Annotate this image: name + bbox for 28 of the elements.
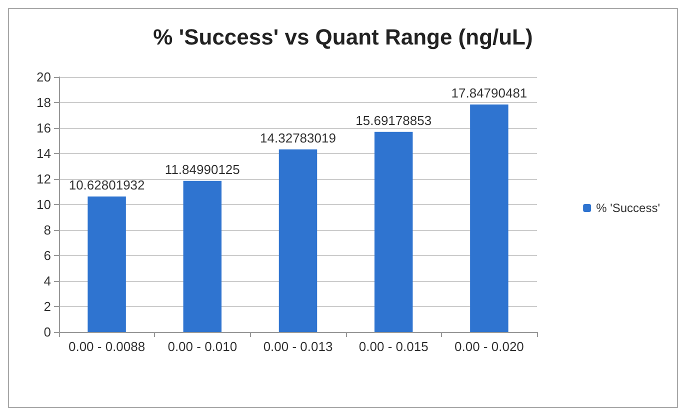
x-tick-label: 0.00 - 0.020 — [454, 339, 524, 354]
y-tick-label: 12 — [36, 172, 51, 186]
y-tick-label: 16 — [36, 120, 51, 136]
y-tick-label: 4 — [44, 274, 51, 288]
bar — [470, 104, 508, 332]
data-label: 14.32783019 — [260, 130, 336, 146]
bar — [278, 149, 318, 332]
y-tick-label: 0 — [44, 324, 51, 340]
y-tick-label: 6 — [44, 248, 51, 263]
y-tick-label: 10 — [36, 197, 51, 212]
y-tick-label: 18 — [36, 95, 51, 110]
legend-label: % 'Success' — [596, 201, 660, 215]
bar — [88, 196, 126, 332]
data-label: 17.84790481 — [451, 85, 528, 100]
y-tick-label: 8 — [44, 222, 51, 238]
data-label: 15.69178853 — [356, 112, 432, 128]
x-tick-label: 0.00 - 0.0088 — [68, 339, 146, 354]
bar — [183, 180, 222, 332]
y-tick-label: 2 — [44, 299, 51, 314]
x-tick-label: 0.00 - 0.013 — [263, 339, 333, 354]
y-tick-label: 20 — [36, 70, 51, 84]
chart-title: % 'Success' vs Quant Range (ng/uL) — [153, 24, 533, 50]
y-tick-label: 14 — [36, 146, 51, 161]
data-label: 11.84990125 — [164, 162, 240, 177]
x-tick-label: 0.00 - 0.015 — [358, 339, 428, 354]
x-tick-label: 0.00 - 0.010 — [168, 339, 238, 354]
bar — [374, 132, 413, 332]
data-label: 10.62801932 — [68, 177, 145, 192]
